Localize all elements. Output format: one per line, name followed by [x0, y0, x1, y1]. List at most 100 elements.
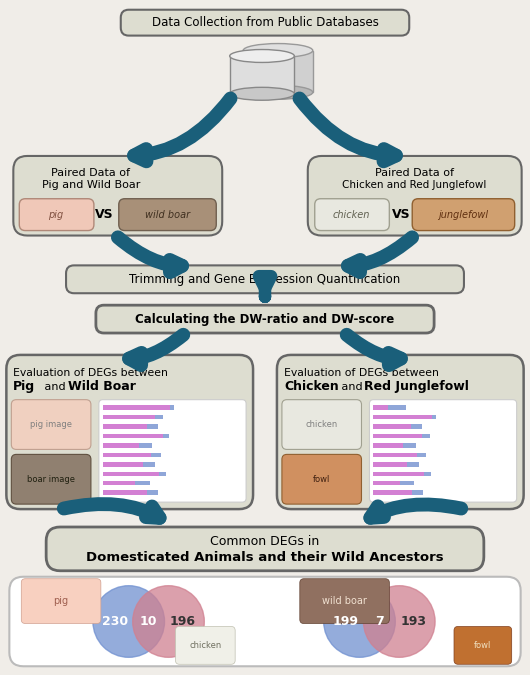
- Text: junglefowl: junglefowl: [438, 210, 488, 219]
- Bar: [103, 415, 155, 419]
- FancyBboxPatch shape: [229, 56, 294, 94]
- Bar: [374, 443, 403, 448]
- FancyBboxPatch shape: [21, 578, 101, 624]
- Bar: [103, 425, 147, 429]
- Text: 230: 230: [102, 615, 128, 628]
- Text: 196: 196: [170, 615, 196, 628]
- Text: Paired Data of: Paired Data of: [375, 168, 454, 178]
- Bar: [103, 472, 158, 476]
- FancyBboxPatch shape: [11, 400, 91, 450]
- FancyBboxPatch shape: [19, 198, 94, 231]
- Bar: [171, 406, 174, 410]
- Ellipse shape: [229, 87, 294, 101]
- FancyBboxPatch shape: [6, 355, 253, 509]
- Text: Red Junglefowl: Red Junglefowl: [365, 380, 470, 394]
- Bar: [103, 481, 135, 485]
- Bar: [431, 415, 436, 419]
- Bar: [103, 406, 171, 410]
- Text: Pig: Pig: [13, 380, 36, 394]
- FancyBboxPatch shape: [243, 51, 313, 92]
- Ellipse shape: [243, 44, 313, 57]
- Text: wild boar: wild boar: [145, 210, 190, 219]
- FancyBboxPatch shape: [13, 156, 222, 236]
- Text: Common DEGs in: Common DEGs in: [210, 535, 320, 548]
- Text: wild boar: wild boar: [322, 595, 367, 605]
- Bar: [424, 472, 431, 476]
- Bar: [103, 491, 147, 495]
- FancyBboxPatch shape: [99, 400, 246, 502]
- FancyBboxPatch shape: [46, 527, 484, 571]
- Text: fowl: fowl: [313, 475, 330, 484]
- Text: Evaluation of DEGs between: Evaluation of DEGs between: [13, 368, 168, 378]
- Bar: [147, 491, 158, 495]
- FancyBboxPatch shape: [10, 576, 520, 666]
- Bar: [403, 443, 417, 448]
- Text: Evaluation of DEGs between: Evaluation of DEGs between: [284, 368, 439, 378]
- Circle shape: [93, 586, 164, 657]
- Bar: [163, 434, 169, 438]
- Text: and: and: [41, 382, 69, 391]
- Ellipse shape: [229, 49, 294, 63]
- Bar: [374, 425, 411, 429]
- Bar: [374, 406, 388, 410]
- Bar: [407, 462, 419, 466]
- Circle shape: [132, 586, 205, 657]
- Text: and: and: [338, 382, 366, 391]
- Bar: [143, 462, 155, 466]
- FancyBboxPatch shape: [175, 626, 235, 664]
- FancyBboxPatch shape: [11, 454, 91, 504]
- Text: Pig and Wild Boar: Pig and Wild Boar: [42, 180, 140, 190]
- Text: 10: 10: [140, 615, 157, 628]
- Text: pig: pig: [54, 595, 69, 605]
- Text: Chicken: Chicken: [284, 380, 339, 394]
- Text: Paired Data of: Paired Data of: [51, 168, 130, 178]
- Text: boar image: boar image: [27, 475, 75, 484]
- Bar: [147, 425, 158, 429]
- Text: chicken: chicken: [333, 210, 370, 219]
- Text: Data Collection from Public Databases: Data Collection from Public Databases: [152, 16, 378, 29]
- FancyBboxPatch shape: [66, 265, 464, 293]
- Bar: [139, 443, 152, 448]
- FancyBboxPatch shape: [315, 198, 390, 231]
- Text: Domesticated Animals and their Wild Ancestors: Domesticated Animals and their Wild Ance…: [86, 551, 444, 564]
- FancyBboxPatch shape: [300, 578, 390, 624]
- Bar: [103, 434, 163, 438]
- FancyBboxPatch shape: [369, 400, 517, 502]
- Text: fowl: fowl: [474, 641, 491, 650]
- Bar: [400, 481, 414, 485]
- Circle shape: [324, 586, 395, 657]
- Bar: [151, 453, 161, 457]
- Text: pig: pig: [48, 210, 64, 219]
- Text: pig image: pig image: [30, 420, 72, 429]
- Bar: [374, 434, 422, 438]
- Text: Wild Boar: Wild Boar: [68, 380, 136, 394]
- Bar: [135, 481, 149, 485]
- Bar: [417, 453, 426, 457]
- FancyBboxPatch shape: [121, 9, 409, 36]
- Text: chicken: chicken: [306, 420, 338, 429]
- Text: 199: 199: [333, 615, 359, 628]
- Text: Chicken and Red Junglefowl: Chicken and Red Junglefowl: [342, 180, 487, 190]
- Bar: [422, 434, 430, 438]
- Bar: [155, 415, 163, 419]
- FancyBboxPatch shape: [412, 198, 515, 231]
- Bar: [103, 443, 139, 448]
- Bar: [374, 491, 412, 495]
- Text: 7: 7: [375, 615, 384, 628]
- Text: 193: 193: [400, 615, 426, 628]
- Bar: [374, 472, 424, 476]
- Text: Calculating the DW-ratio and DW-score: Calculating the DW-ratio and DW-score: [135, 313, 395, 325]
- Bar: [374, 415, 431, 419]
- FancyBboxPatch shape: [119, 198, 216, 231]
- Text: VS: VS: [94, 208, 113, 221]
- Text: VS: VS: [392, 208, 411, 221]
- FancyBboxPatch shape: [308, 156, 522, 236]
- FancyBboxPatch shape: [96, 305, 434, 333]
- Circle shape: [364, 586, 435, 657]
- Bar: [412, 491, 423, 495]
- Bar: [103, 462, 143, 466]
- FancyBboxPatch shape: [282, 400, 361, 450]
- Bar: [388, 406, 406, 410]
- Bar: [411, 425, 422, 429]
- Bar: [103, 453, 151, 457]
